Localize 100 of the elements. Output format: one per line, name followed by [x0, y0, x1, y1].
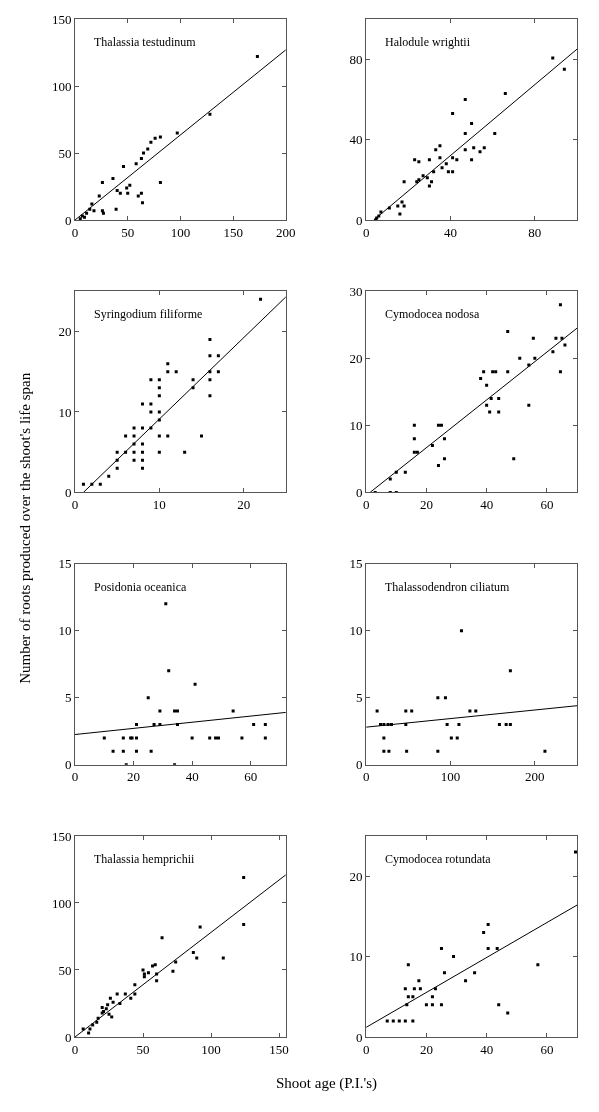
y-tick-label: 20	[58, 324, 72, 340]
point	[412, 987, 416, 991]
point	[208, 378, 212, 382]
point	[123, 992, 127, 996]
point	[436, 423, 440, 427]
point	[135, 749, 138, 753]
text: Thalassodendron ciliatum	[385, 580, 510, 594]
point	[174, 370, 178, 374]
point	[88, 1027, 92, 1031]
point	[208, 338, 212, 342]
point	[443, 696, 447, 700]
point	[190, 736, 194, 740]
y-tick-label: 0	[64, 484, 72, 500]
point	[404, 709, 408, 713]
point	[231, 709, 235, 713]
point	[473, 971, 477, 975]
point	[208, 394, 212, 398]
y-tick-label: 5	[64, 690, 72, 706]
point	[216, 354, 220, 358]
point	[551, 350, 555, 354]
point	[108, 996, 112, 1000]
point	[482, 370, 486, 374]
y-tick-label: 20	[349, 350, 363, 366]
point	[402, 204, 406, 208]
y-tick-label: 80	[349, 51, 363, 67]
point	[100, 1006, 104, 1010]
point	[543, 749, 547, 753]
x-tick-label: 150	[223, 224, 243, 240]
point	[508, 669, 512, 673]
y-tick-label: 5	[356, 690, 363, 706]
point	[446, 170, 450, 174]
y-tick-label: 10	[349, 417, 363, 433]
text: Thalassia hemprichii	[94, 852, 195, 866]
x-tick-label: 200	[525, 769, 545, 785]
point	[503, 91, 507, 95]
point	[405, 749, 409, 753]
point	[166, 434, 170, 438]
point	[132, 458, 136, 462]
x-tick-label: 150	[269, 1041, 289, 1057]
point	[506, 330, 510, 334]
point	[149, 410, 153, 414]
point	[413, 158, 417, 162]
point	[121, 736, 125, 740]
point	[198, 925, 202, 929]
point	[133, 983, 137, 987]
y-tick-label: 100	[51, 78, 72, 94]
point	[85, 211, 89, 215]
point	[124, 434, 128, 438]
y-tick-label: 30	[349, 283, 363, 299]
point	[442, 457, 446, 461]
point	[146, 971, 150, 975]
point	[149, 749, 153, 753]
point	[375, 709, 379, 713]
point	[406, 963, 410, 967]
point	[129, 996, 133, 1000]
point	[436, 749, 440, 753]
point	[157, 394, 161, 398]
point	[126, 191, 130, 195]
point	[255, 55, 259, 59]
point	[146, 147, 150, 151]
point	[140, 402, 144, 406]
point	[491, 370, 495, 374]
point	[132, 434, 136, 438]
point	[133, 992, 137, 996]
point	[396, 204, 400, 208]
point	[166, 362, 170, 366]
point	[497, 397, 501, 401]
x-tick-label: 40	[480, 1041, 494, 1057]
point	[171, 969, 175, 973]
point	[459, 629, 463, 633]
point	[451, 156, 455, 160]
point	[242, 876, 246, 879]
point	[445, 722, 449, 726]
point	[263, 722, 267, 726]
point	[451, 170, 455, 174]
point	[558, 303, 562, 307]
x-tick-label: 100	[201, 1041, 221, 1057]
point	[442, 437, 446, 441]
point	[418, 987, 422, 991]
point	[497, 1003, 501, 1007]
point	[417, 979, 421, 983]
point	[98, 482, 102, 486]
point	[140, 201, 144, 205]
y-tick-label: 150	[51, 11, 72, 27]
y-tick-label: 0	[356, 484, 363, 500]
point	[81, 482, 85, 486]
y-tick-label: 20	[349, 868, 363, 884]
point	[139, 191, 143, 195]
x-tick-label: 60	[540, 496, 554, 512]
point	[488, 410, 492, 414]
point	[463, 148, 467, 152]
y-tick-label: 0	[64, 1029, 72, 1045]
text: Halodule wrightii	[385, 35, 471, 49]
point	[438, 144, 442, 148]
point	[442, 971, 446, 975]
x-tick-label: 60	[244, 769, 258, 785]
point	[411, 995, 415, 999]
y-tick-label: 15	[349, 556, 363, 572]
point	[157, 410, 161, 414]
point	[430, 180, 434, 184]
